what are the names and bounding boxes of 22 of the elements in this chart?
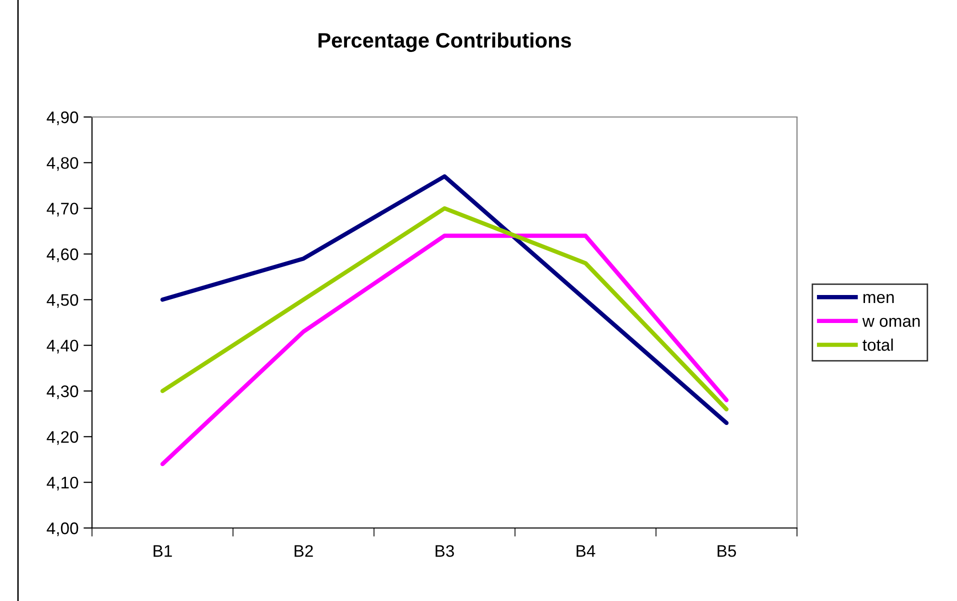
y-tick-label: 4,30 xyxy=(46,385,78,400)
chart-title: Percentage Contributions xyxy=(318,32,571,52)
y-tick-label: 4,40 xyxy=(46,340,78,354)
x-tick-label: B1 xyxy=(154,545,172,557)
y-tick-label: 4,00 xyxy=(46,522,78,536)
x-tick-label: B5 xyxy=(718,545,736,557)
legend-label: total xyxy=(862,338,893,351)
x-tick-label: B3 xyxy=(436,545,454,557)
line-series xyxy=(160,206,729,412)
legend-label: men xyxy=(863,294,894,304)
x-tick-label: B4 xyxy=(576,545,596,557)
line-series xyxy=(160,174,729,426)
y-tick-label: 4,60 xyxy=(46,248,78,262)
line-series xyxy=(160,234,729,466)
y-tick-label: 4,80 xyxy=(46,157,78,171)
y-tick-label: 4,50 xyxy=(46,294,78,308)
y-tick-label: 4,90 xyxy=(46,111,78,126)
y-tick-label: 4,70 xyxy=(46,202,78,217)
x-tick-label: B2 xyxy=(294,545,313,557)
y-tick-label: 4,20 xyxy=(46,431,78,445)
y-tick-label: 4,10 xyxy=(46,476,78,491)
legend-label: w oman xyxy=(862,318,920,327)
